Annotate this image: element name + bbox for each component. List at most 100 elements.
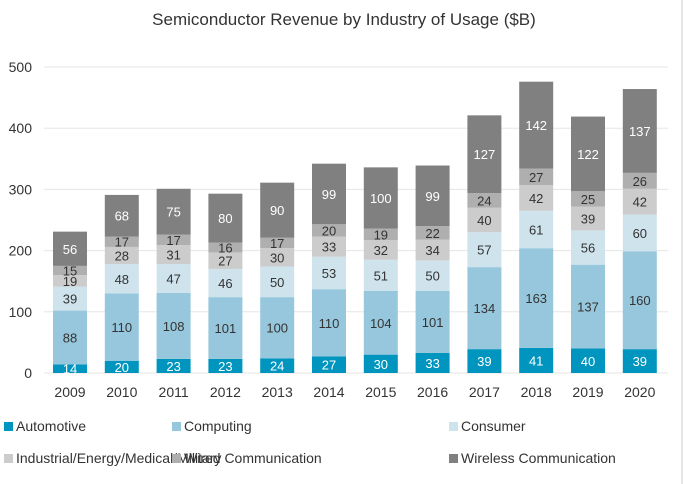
data-label: 20 <box>115 360 129 375</box>
data-label: 17 <box>166 233 180 248</box>
data-label: 75 <box>166 205 180 220</box>
bar-segment-computing <box>415 290 450 353</box>
data-label: 110 <box>111 320 132 335</box>
data-label: 39 <box>581 211 595 226</box>
data-label: 100 <box>266 321 288 336</box>
data-label: 39 <box>477 354 491 369</box>
y-tick-label: 400 <box>9 120 33 136</box>
bar-segment-wired-communication <box>208 242 243 253</box>
data-label: 39 <box>633 354 647 369</box>
stacked-bar-chart: Semiconductor Revenue by Industry of Usa… <box>9 10 668 400</box>
legend-swatch <box>4 453 13 463</box>
data-label: 27 <box>529 170 543 185</box>
data-label: 25 <box>581 192 595 207</box>
bar-segment-consumer <box>519 210 554 249</box>
bar-segment-automotive <box>467 349 502 373</box>
bar-segment-automotive <box>363 354 398 373</box>
legend-swatch <box>449 421 458 431</box>
bar-segment-wireless-communication <box>53 231 87 266</box>
data-label: 56 <box>581 241 595 256</box>
legend-swatch <box>172 453 181 463</box>
legend-item: Automotive <box>4 418 86 434</box>
data-label: 60 <box>633 226 647 241</box>
bar-segment-computing <box>519 248 554 348</box>
bar-segment-industrial-energy-medical-military <box>571 206 605 231</box>
bar-segment-computing <box>260 297 295 359</box>
data-label: 90 <box>270 203 284 218</box>
bar-segment-wireless-communication <box>104 194 139 237</box>
bars: 1488391915562011048281768231084731177523… <box>53 81 657 377</box>
bar-segment-automotive <box>260 358 295 373</box>
bar-segment-automotive <box>104 360 139 373</box>
data-label: 163 <box>525 291 547 306</box>
bar-segment-computing <box>104 293 139 361</box>
bar-segment-computing <box>363 290 398 355</box>
data-label: 137 <box>629 124 651 139</box>
legend-label: Consumer <box>461 418 526 434</box>
y-axis-ticks: 0 100 200 300 400 500 <box>9 59 33 381</box>
data-label: 40 <box>581 354 595 369</box>
bar-segment-computing <box>312 289 346 357</box>
bar-segment-wireless-communication <box>519 81 554 169</box>
bar-segment-automotive <box>519 347 554 373</box>
data-label: 53 <box>322 266 336 281</box>
bar-segment-consumer <box>467 232 502 268</box>
x-tick-label: 2013 <box>262 384 293 400</box>
bar-segment-industrial-energy-medical-military <box>208 252 243 269</box>
bar-segment-consumer <box>208 268 243 298</box>
data-label: 26 <box>633 174 647 189</box>
bar-segment-industrial-energy-medical-military <box>156 245 191 265</box>
bar-segment-wired-communication <box>312 224 346 237</box>
bar-segment-automotive <box>208 358 243 373</box>
data-label: 15 <box>63 263 77 278</box>
bar-segment-wired-communication <box>104 236 139 247</box>
data-label: 50 <box>270 275 284 290</box>
bar-segment-wireless-communication <box>415 165 450 227</box>
data-label: 137 <box>577 300 599 315</box>
bar-segment-automotive <box>312 356 346 373</box>
data-label: 19 <box>374 227 388 242</box>
bar-segment-consumer <box>622 214 657 252</box>
y-tick-label: 300 <box>9 181 33 197</box>
data-label: 51 <box>374 268 388 283</box>
data-label: 46 <box>218 276 232 291</box>
bar-segment-computing <box>208 297 243 359</box>
bar-segment-automotive <box>415 352 450 373</box>
bar-segment-wired-communication <box>571 191 605 207</box>
data-label: 24 <box>477 193 491 208</box>
legend-item: Computing <box>172 418 252 434</box>
bar-segment-consumer <box>415 260 450 291</box>
bar-segment-computing <box>156 292 191 359</box>
y-tick-label: 100 <box>9 304 33 320</box>
bar-segment-industrial-energy-medical-military <box>312 236 346 257</box>
data-label: 142 <box>525 118 547 133</box>
data-label: 80 <box>218 211 232 226</box>
bar-segment-consumer <box>104 264 139 294</box>
data-label: 99 <box>425 189 439 204</box>
bar-stack-2017: 39 134 57 40 24 127 <box>467 115 502 373</box>
data-label: 40 <box>477 213 491 228</box>
legend: Automotive Computing Consumer Industrial/En… <box>0 414 683 484</box>
x-tick-label: 2015 <box>365 384 396 400</box>
data-label: 50 <box>425 269 439 284</box>
data-label: 39 <box>63 292 77 307</box>
data-label: 160 <box>629 293 651 308</box>
legend-label: Wired Communication <box>184 450 322 466</box>
bar-stack-2019: 40 137 56 39 25 122 <box>571 116 605 373</box>
legend-label: Industrial/Energy/Medical/Military <box>16 450 222 466</box>
x-tick-label: 2012 <box>210 384 241 400</box>
data-label: 23 <box>166 359 180 374</box>
legend-label: Computing <box>184 418 252 434</box>
x-tick-label: 2010 <box>106 384 137 400</box>
bar-segment-wireless-communication <box>208 193 243 243</box>
data-label: 14 <box>63 362 77 377</box>
bar-segment-wireless-communication <box>312 163 346 225</box>
gridlines <box>44 66 668 374</box>
data-label: 104 <box>370 316 392 331</box>
bar-segment-industrial-energy-medical-military <box>467 207 502 233</box>
